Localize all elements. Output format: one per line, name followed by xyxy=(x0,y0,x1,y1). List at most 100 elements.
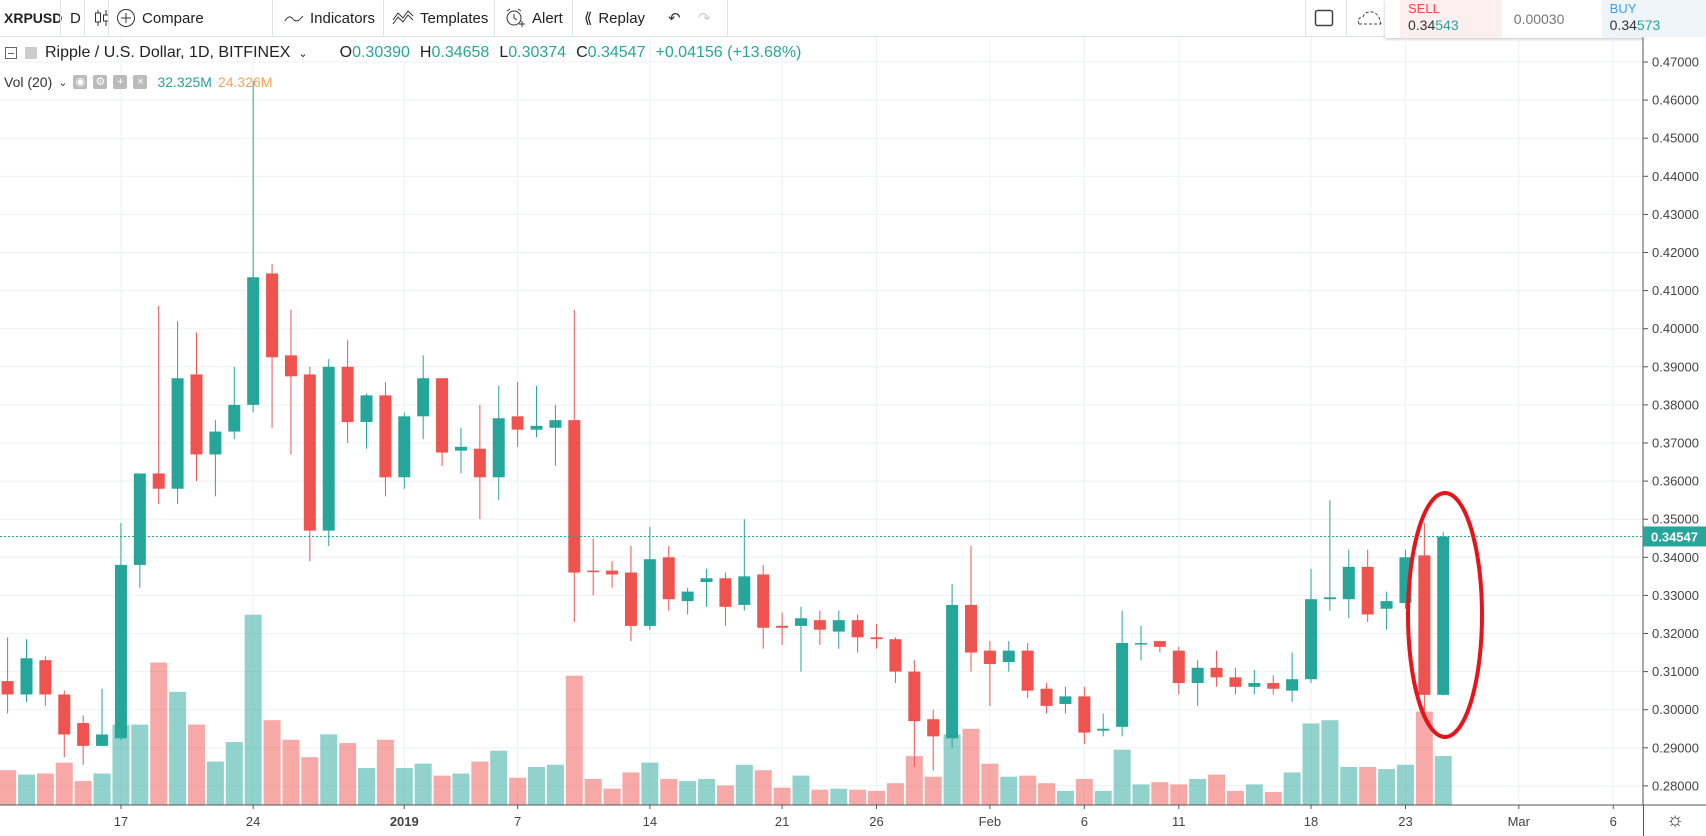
volume-bar xyxy=(1415,711,1433,805)
volume-bar xyxy=(282,739,300,805)
candle-body xyxy=(1059,696,1072,704)
candle-body xyxy=(171,378,184,489)
buy-button[interactable]: BUY 0.34573 xyxy=(1601,0,1706,38)
eye-icon[interactable]: ◉ xyxy=(73,75,88,89)
last-price-badge xyxy=(1643,526,1706,547)
volume-bar xyxy=(622,772,640,805)
replay-label: Replay xyxy=(598,9,646,27)
spread-value: 0.00030 xyxy=(1513,11,1565,27)
volume-bar xyxy=(301,757,319,805)
collapse-icon[interactable] xyxy=(5,47,17,59)
volume-bar xyxy=(1094,790,1112,805)
volume-bar xyxy=(1264,791,1282,805)
time-tick-label: 18 xyxy=(1304,814,1318,829)
volume-bar xyxy=(1245,784,1263,805)
price-chart[interactable]: 0.28000 0.29000 0.30000 0.31000 0.32000 0.330… xyxy=(0,37,1706,836)
volume-bar xyxy=(754,770,772,805)
candle-body xyxy=(77,723,90,746)
snapshot-button[interactable] xyxy=(1352,0,1388,36)
volume-bar xyxy=(169,691,187,805)
volume-bar xyxy=(641,762,659,805)
candle-body xyxy=(1286,679,1299,691)
chart-settings-button[interactable]: ☼ xyxy=(1643,805,1706,836)
volume-bar xyxy=(433,775,451,805)
series-title[interactable]: Ripple / U.S. Dollar, 1D, BITFINEX xyxy=(45,44,291,61)
undo-button[interactable]: ↶ xyxy=(664,0,685,36)
compare-label: Compare xyxy=(142,9,204,27)
price-tick-label: 0.46000 xyxy=(1652,93,1699,108)
time-tick-label: 26 xyxy=(869,814,883,829)
candle-body xyxy=(133,473,146,565)
plus-icon[interactable]: + xyxy=(113,75,128,89)
candle-body xyxy=(1342,566,1355,600)
volume-bar xyxy=(1302,723,1320,805)
price-tick-label: 0.39000 xyxy=(1652,359,1699,374)
volume-bar xyxy=(36,773,54,805)
candle-body xyxy=(606,570,619,575)
redo-button[interactable]: ↷ xyxy=(694,0,715,36)
candle-body xyxy=(96,734,109,746)
gear-icon[interactable]: ⚙ xyxy=(93,75,108,89)
volume-bar xyxy=(773,787,791,805)
chevron-down-icon[interactable]: ⌄ xyxy=(58,76,68,89)
candle-body xyxy=(946,604,959,739)
volume-bar xyxy=(1378,769,1396,805)
annotation-ellipse xyxy=(1406,491,1484,739)
candle-body xyxy=(1021,650,1034,691)
volume-bar xyxy=(811,789,829,805)
open-value: 0.30390 xyxy=(352,44,410,61)
candle-body xyxy=(247,277,260,405)
chevron-down-icon[interactable]: ⌄ xyxy=(298,47,308,60)
volume-bar xyxy=(905,756,923,805)
volume-bar xyxy=(660,778,678,805)
volume-bar xyxy=(1434,756,1452,805)
volume-title[interactable]: Vol (20) xyxy=(4,74,53,90)
volume-bar xyxy=(886,783,904,805)
buy-sell-panel: SELL 0.34543 0.00030 BUY 0.34573 xyxy=(1385,0,1706,38)
candle-body xyxy=(322,366,335,531)
symbol-search-button[interactable]: XRPUSD xyxy=(0,0,66,36)
candle-body xyxy=(643,559,656,626)
candle-body xyxy=(1002,650,1015,663)
candle-body xyxy=(228,404,241,432)
candle-body xyxy=(360,395,373,423)
candle-body xyxy=(813,620,826,630)
interval-button[interactable]: D xyxy=(66,0,85,36)
volume-bar xyxy=(584,778,602,805)
fullscreen-button[interactable] xyxy=(1310,0,1338,36)
time-tick-label: Feb xyxy=(979,814,1001,829)
price-tick-label: 0.40000 xyxy=(1652,321,1699,336)
candle-body xyxy=(152,473,165,489)
candle-body xyxy=(436,378,449,453)
candle-body xyxy=(1380,601,1393,609)
last-price-label: 0.34547 xyxy=(1651,529,1698,544)
time-tick-label: 6 xyxy=(1610,814,1617,829)
redo-icon: ↷ xyxy=(698,10,711,27)
candle-body xyxy=(776,625,789,628)
candle-body xyxy=(964,604,977,653)
alert-button[interactable]: Alert xyxy=(500,0,567,36)
candle-body xyxy=(1361,566,1374,615)
time-tick-label: 11 xyxy=(1172,814,1186,829)
templates-button[interactable]: Templates xyxy=(388,0,492,36)
candle-body xyxy=(1097,728,1110,731)
volume-bar xyxy=(849,789,867,805)
candle-body xyxy=(1418,555,1431,695)
candle-body xyxy=(398,416,411,478)
close-icon[interactable]: × xyxy=(133,75,148,89)
templates-icon xyxy=(392,10,414,25)
candle-body xyxy=(1191,667,1204,684)
sell-button[interactable]: SELL 0.34543 xyxy=(1400,0,1502,38)
volume-bar xyxy=(358,768,376,805)
candle-body xyxy=(927,719,940,737)
indicators-button[interactable]: Indicators xyxy=(280,0,379,36)
price-tick-label: 0.43000 xyxy=(1652,207,1699,222)
templates-label: Templates xyxy=(420,9,489,27)
price-tick-label: 0.36000 xyxy=(1652,474,1699,489)
volume-bar xyxy=(1075,778,1093,805)
replay-button[interactable]: ⟪ Replay xyxy=(580,0,649,36)
compare-button[interactable]: Compare xyxy=(112,0,208,36)
undo-icon: ↶ xyxy=(668,10,681,27)
candle-body xyxy=(1172,650,1185,684)
volume-bar xyxy=(962,728,980,805)
